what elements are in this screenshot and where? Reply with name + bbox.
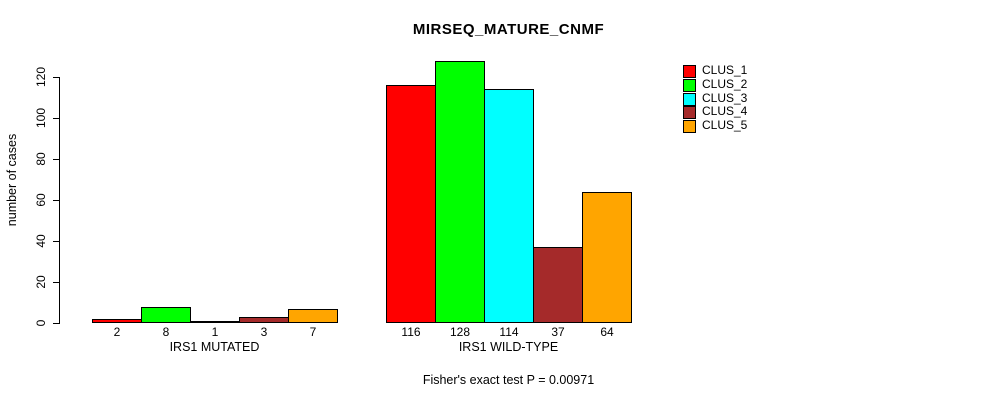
bar-value-label: 3 <box>260 325 268 339</box>
y-axis-tick <box>53 282 59 283</box>
bar-value-label: 114 <box>499 325 519 339</box>
bar-clus_4-irs1-wild-type <box>533 247 583 323</box>
bar-value-label: 116 <box>401 325 421 339</box>
bar-clus_3-irs1-wild-type <box>484 89 534 323</box>
bar-clus_2-irs1-mutated <box>141 307 191 323</box>
legend-item-clus_5: CLUS_5 <box>683 118 763 133</box>
x-axis-group-label: IRS1 WILD-TYPE <box>458 340 559 354</box>
legend-label: CLUS_5 <box>702 118 748 132</box>
y-axis-tick-label: 60 <box>34 193 48 207</box>
y-axis-line <box>59 77 60 324</box>
legend-label: CLUS_4 <box>702 104 748 118</box>
y-axis-tick-label: 0 <box>34 319 48 327</box>
legend-item-clus_2: CLUS_2 <box>683 77 763 92</box>
y-axis-tick <box>53 159 59 160</box>
bar-value-label: 1 <box>211 325 219 339</box>
clus_1-swatch-icon <box>683 65 696 78</box>
y-axis-tick <box>53 241 59 242</box>
bar-value-label: 37 <box>551 325 565 339</box>
y-axis-tick-label: 120 <box>34 66 48 88</box>
y-axis-tick-label: 20 <box>34 275 48 289</box>
y-axis-tick <box>53 118 59 119</box>
y-axis-tick <box>53 200 59 201</box>
clus_5-swatch-icon <box>683 120 696 133</box>
bar-value-label: 64 <box>600 325 614 339</box>
legend-item-clus_1: CLUS_1 <box>683 63 763 78</box>
bar-value-label: 7 <box>309 325 317 339</box>
bar-clus_5-irs1-mutated <box>288 309 338 323</box>
bar-clus_5-irs1-wild-type <box>582 192 632 323</box>
bar-value-label: 2 <box>113 325 121 339</box>
clus_3-swatch-icon <box>683 93 696 106</box>
legend-item-clus_4: CLUS_4 <box>683 104 763 119</box>
y-axis-tick <box>53 323 59 324</box>
bar-clus_4-irs1-mutated <box>239 317 289 323</box>
clus_2-swatch-icon <box>683 79 696 92</box>
bar-clus_1-irs1-wild-type <box>386 85 436 323</box>
y-axis-tick-label: 40 <box>34 234 48 248</box>
y-axis-tick-label: 100 <box>34 107 48 129</box>
bar-clus_1-irs1-mutated <box>92 319 142 323</box>
bar-clus_3-irs1-mutated <box>190 321 240 323</box>
legend-label: CLUS_3 <box>702 91 748 105</box>
legend-label: CLUS_2 <box>702 77 748 91</box>
y-axis-label: number of cases <box>5 133 19 227</box>
bar-value-label: 128 <box>449 325 471 339</box>
legend-item-clus_3: CLUS_3 <box>683 91 763 106</box>
legend-label: CLUS_1 <box>702 63 748 77</box>
x-axis-group-label: IRS1 MUTATED <box>169 340 260 354</box>
fisher-test-caption: Fisher's exact test P = 0.00971 <box>422 373 595 387</box>
chart-title: MIRSEQ_MATURE_CNMF <box>412 21 605 38</box>
bar-clus_2-irs1-wild-type <box>435 61 485 323</box>
y-axis-tick-label: 80 <box>34 152 48 166</box>
clus_4-swatch-icon <box>683 106 696 119</box>
y-axis-tick <box>53 77 59 78</box>
bar-value-label: 8 <box>162 325 170 339</box>
